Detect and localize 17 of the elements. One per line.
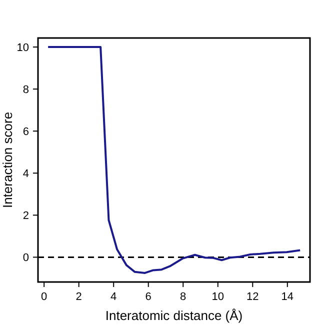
y-axis-title: Interaction score	[0, 112, 15, 208]
x-tick-label: 12	[246, 291, 259, 303]
x-tick-label: 4	[110, 291, 117, 303]
y-tick-label: 2	[22, 210, 29, 222]
y-tick-label: 8	[22, 84, 29, 96]
y-tick-label: 6	[22, 126, 29, 138]
x-tick-label: 6	[145, 291, 152, 303]
x-tick-label: 2	[76, 291, 82, 303]
x-axis-title: Interatomic distance (Å)	[105, 308, 243, 323]
x-tick-label: 14	[281, 291, 294, 303]
x-tick-label: 0	[41, 291, 48, 303]
y-tick-label: 0	[22, 252, 29, 264]
x-tick-label: 10	[212, 291, 224, 303]
x-tick-label: 8	[180, 291, 186, 303]
y-tick-label: 4	[22, 168, 29, 180]
line-series	[47, 46, 302, 274]
y-tick-label: 10	[16, 42, 29, 54]
